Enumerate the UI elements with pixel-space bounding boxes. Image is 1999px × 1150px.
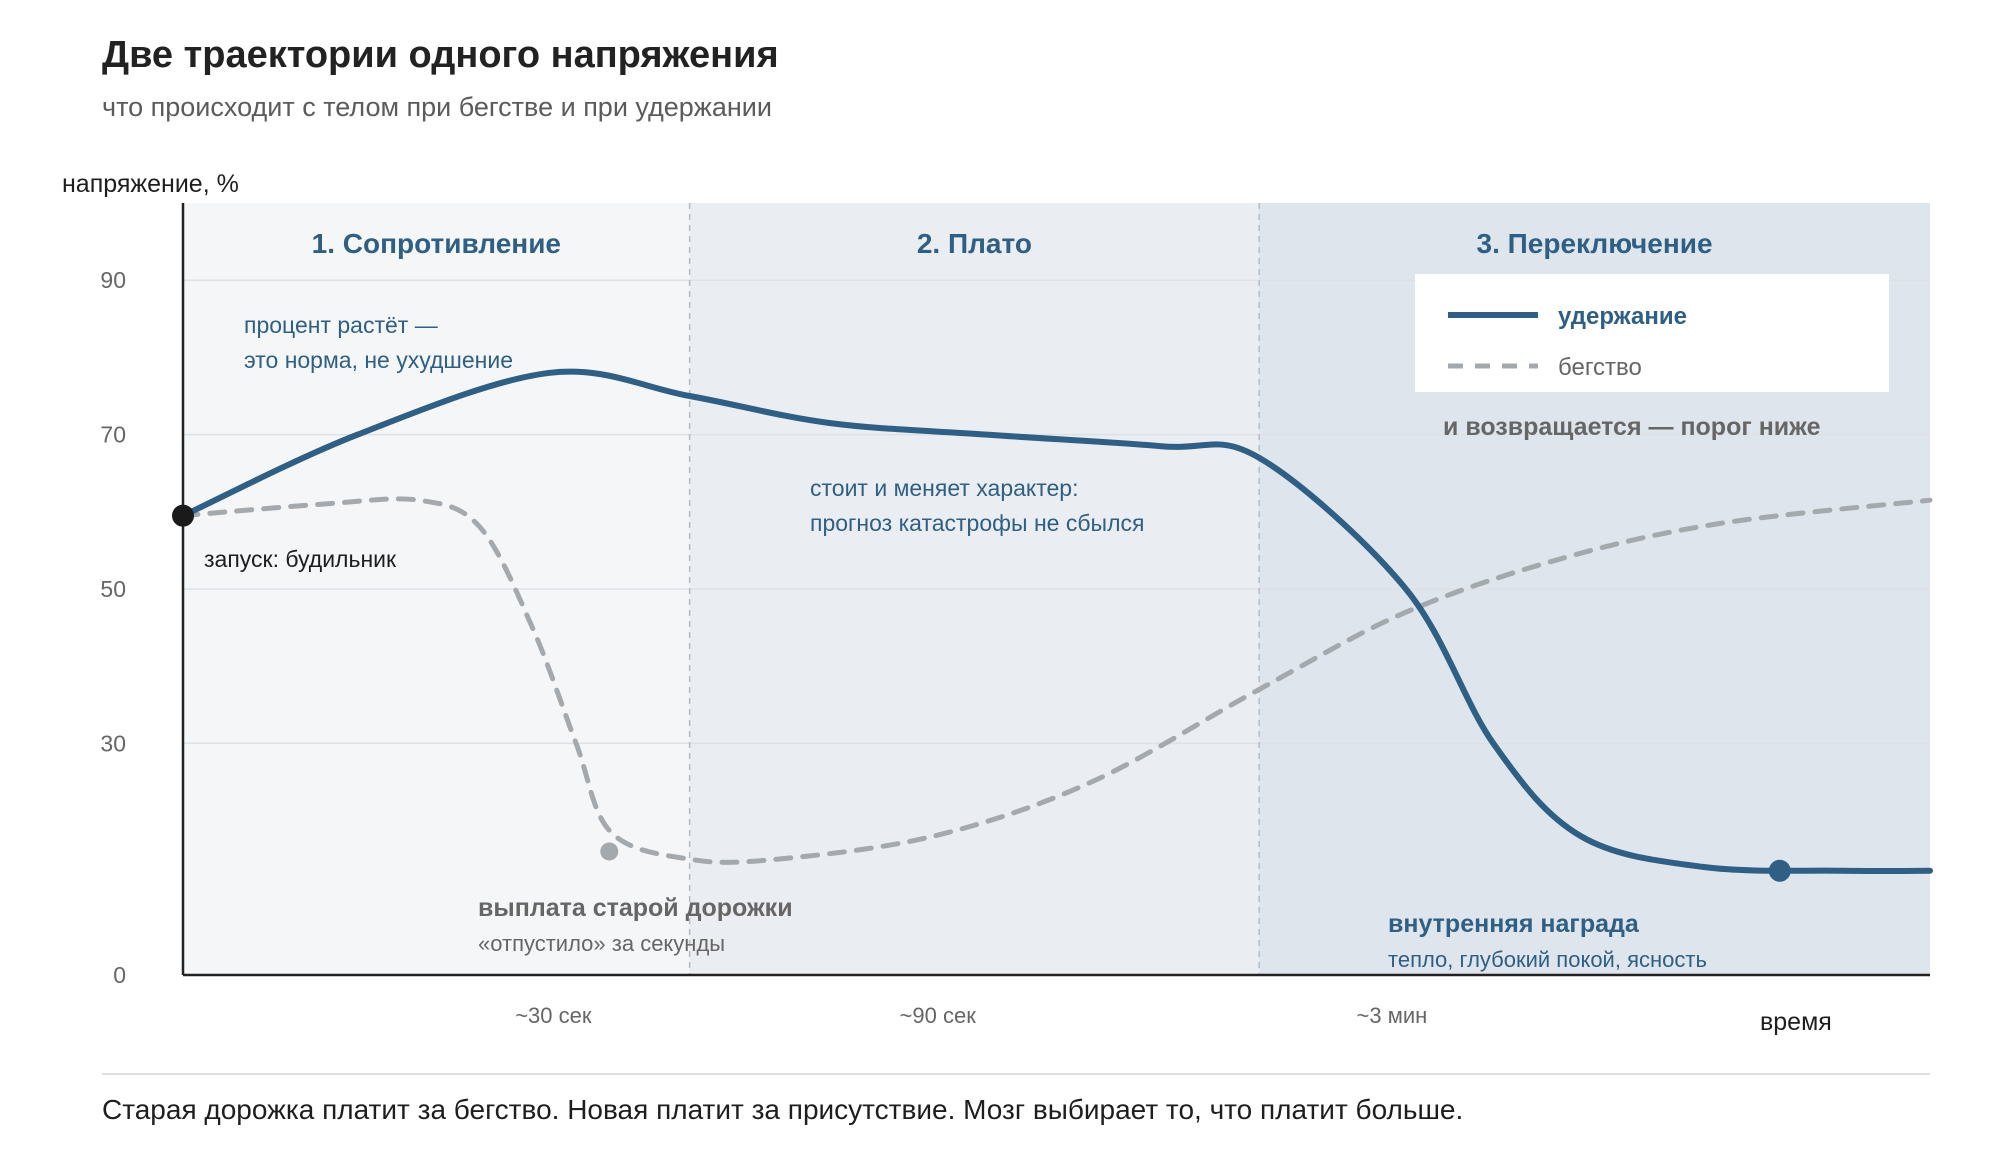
annotation-growth-line1: процент растёт —: [244, 312, 438, 338]
marker-flight-2: [600, 842, 619, 861]
annotation-growth-line2: это норма, не ухудшение: [244, 347, 513, 373]
legend-label-hold: удержание: [1558, 303, 1687, 330]
legend-label-flight: бегство: [1558, 354, 1642, 381]
annotation-payout-title: выплата старой дорожки: [478, 894, 793, 922]
x-axis-label: время: [1760, 1008, 1832, 1036]
y-tick-label-0: 0: [113, 962, 126, 988]
series-line-flight: [180, 496, 1933, 865]
annotation-returns: и возвращается — порог ниже: [1443, 413, 1821, 441]
annotation-plateau-line2: прогноз катастрофы не сбылся: [810, 510, 1144, 536]
annotation-payout-sub: «отпустило» за секунды: [478, 931, 725, 956]
y-tick-label-50: 50: [100, 576, 126, 602]
series-line-hold: [180, 368, 1933, 875]
annotation-start: запуск: будильник: [204, 546, 397, 572]
y-tick-label-90: 90: [100, 267, 126, 293]
y-tick-label-70: 70: [100, 422, 126, 448]
annotation-reward-sub: тепло, глубокий покой, ясность: [1388, 947, 1707, 972]
annotation-plateau-line1: стоит и меняет характер:: [810, 475, 1078, 501]
annotation-reward-title: внутренняя награда: [1388, 910, 1640, 938]
y-tick-label-30: 30: [100, 730, 126, 756]
chart-title: Две траектории одного напряжения: [102, 34, 779, 76]
chart-caption: Старая дорожка платит за бегство. Новая …: [102, 1094, 1464, 1125]
tension-chart: 0 30 50 70 90 ~30 сек ~90 сек ~3 мин напряжени…: [62, 170, 1933, 1075]
phase-label-2: 2. Плато: [917, 228, 1032, 259]
x-tick-label-2: ~90 сек: [900, 1003, 977, 1028]
marker-hold-3: [1768, 859, 1791, 882]
phase-label-3: 3. Переключение: [1477, 228, 1713, 259]
phase-label-1: 1. Сопротивление: [312, 228, 561, 259]
x-tick-label-3: ~3 мин: [1357, 1003, 1428, 1028]
legend-box: [1415, 274, 1889, 392]
legend: удержание бегство: [1415, 274, 1889, 392]
marker-hold-1: [172, 504, 194, 527]
x-tick-label-1: ~30 сек: [515, 1003, 592, 1028]
y-axis-label: напряжение, %: [62, 170, 239, 198]
chart-subtitle: что происходит с телом при бегстве и при…: [102, 92, 772, 122]
